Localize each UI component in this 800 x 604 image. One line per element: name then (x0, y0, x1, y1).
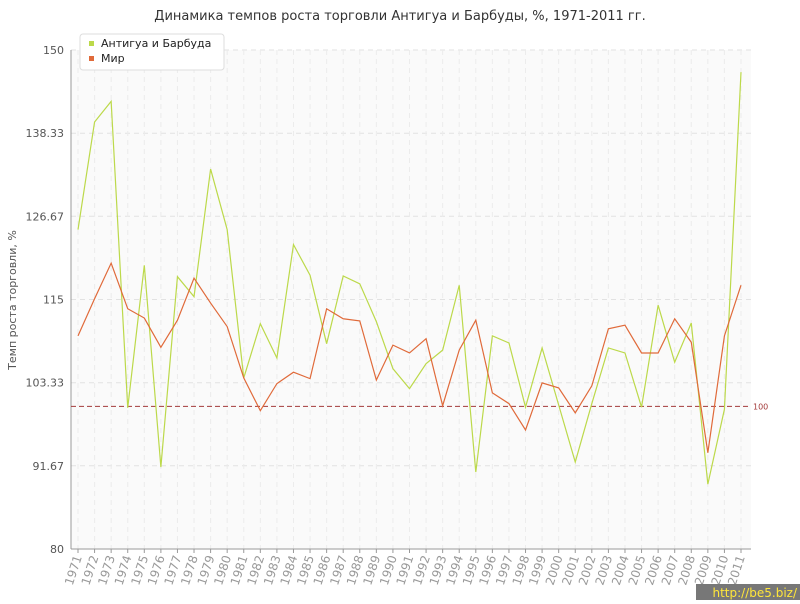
y-tick-label: 138.33 (26, 127, 65, 140)
plot-area (71, 50, 751, 549)
watermark: http://be5.biz/ (712, 586, 797, 600)
y-tick-label: 103.33 (26, 377, 65, 390)
chart-title: Динамика темпов роста торговли Антигуа и… (154, 9, 645, 24)
watermark-bg (696, 584, 800, 600)
series-line (77, 72, 742, 485)
legend-label: Мир (101, 52, 125, 65)
y-tick-label: 80 (50, 543, 64, 556)
legend-swatch (89, 41, 94, 46)
y-tick-label: 150 (43, 44, 64, 57)
legend-box (79, 33, 225, 71)
series-line (77, 261, 742, 453)
y-axis-label: Темп роста торговли, % (6, 230, 19, 371)
legend-label: Антигуа и Барбуда (101, 37, 211, 50)
y-tick-label: 115 (43, 294, 64, 307)
y-tick-label: 91.67 (33, 460, 65, 473)
reference-label: 100 (753, 402, 768, 411)
y-tick-label: 126.67 (26, 210, 65, 223)
legend-swatch (89, 56, 94, 61)
